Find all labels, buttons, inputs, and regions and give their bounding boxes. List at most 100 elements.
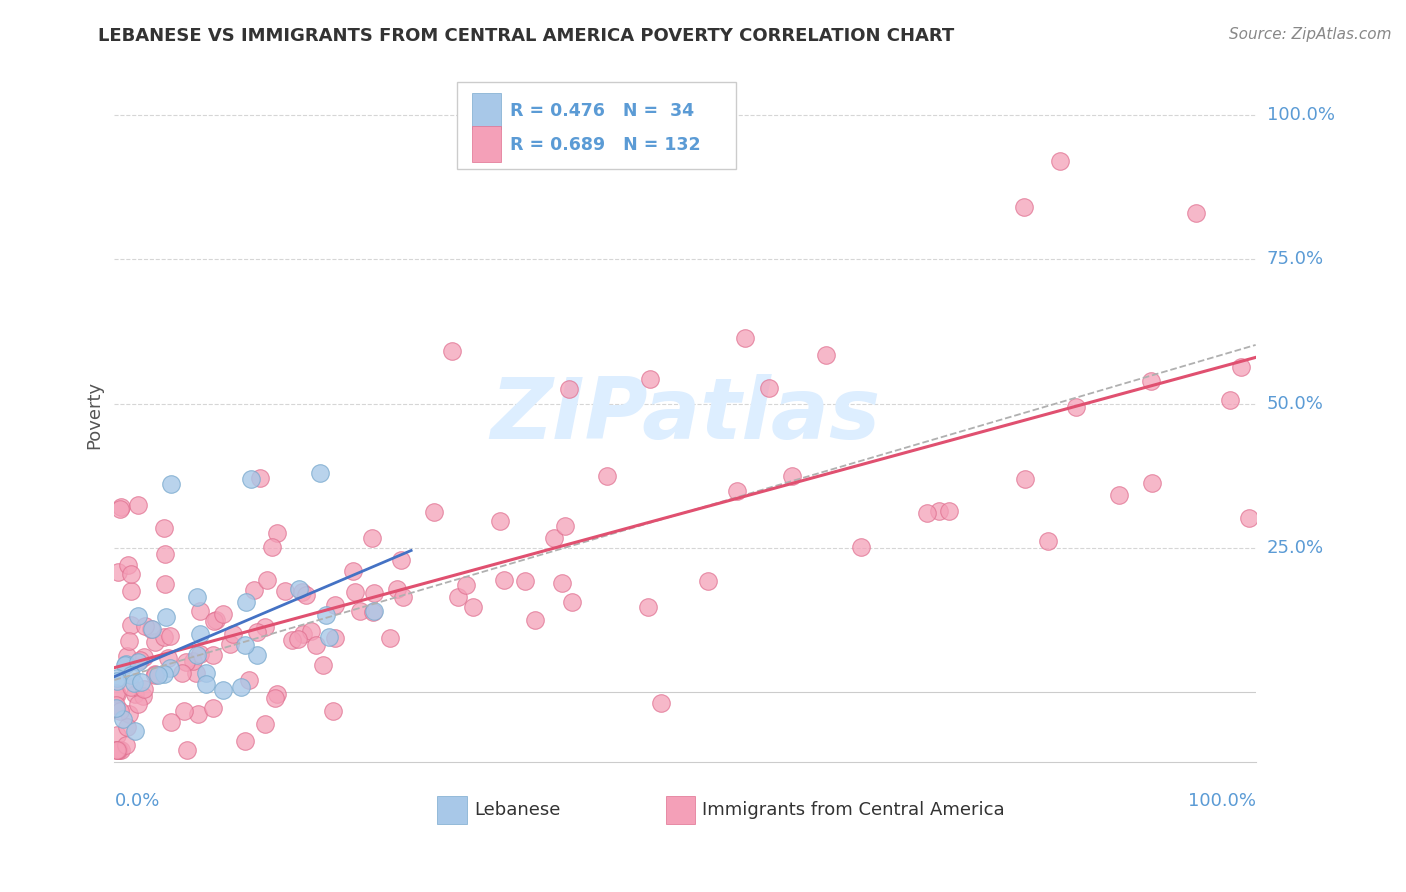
Point	[145, 668, 167, 682]
Point	[308, 466, 330, 480]
Point	[233, 638, 256, 652]
Point	[322, 705, 344, 719]
Point	[814, 348, 837, 362]
Point	[1014, 472, 1036, 486]
Point	[187, 706, 209, 721]
Point	[1140, 374, 1163, 388]
Point	[782, 468, 804, 483]
Point	[132, 681, 155, 696]
Point	[235, 595, 257, 609]
Point	[132, 649, 155, 664]
Point	[917, 506, 939, 520]
Point	[638, 372, 661, 386]
Point	[938, 503, 960, 517]
Point	[380, 632, 402, 646]
Point	[1108, 488, 1130, 502]
Text: 25.0%: 25.0%	[1267, 539, 1324, 557]
Point	[456, 578, 478, 592]
Point	[758, 381, 780, 395]
Point	[515, 574, 537, 589]
Point	[127, 609, 149, 624]
Text: 0.0%: 0.0%	[114, 792, 160, 810]
Point	[105, 687, 128, 701]
Point	[650, 697, 672, 711]
Point	[186, 648, 208, 662]
Point	[1012, 200, 1035, 214]
Point	[1038, 533, 1060, 548]
Text: LEBANESE VS IMMIGRANTS FROM CENTRAL AMERICA POVERTY CORRELATION CHART: LEBANESE VS IMMIGRANTS FROM CENTRAL AMER…	[98, 27, 955, 45]
Point	[561, 595, 583, 609]
Point	[127, 698, 149, 712]
Point	[105, 673, 128, 688]
Point	[281, 633, 304, 648]
Point	[363, 586, 385, 600]
Text: 100.0%: 100.0%	[1188, 792, 1256, 810]
Point	[104, 686, 127, 700]
Point	[124, 724, 146, 739]
Point	[440, 343, 463, 358]
Text: Lebanese: Lebanese	[474, 801, 560, 819]
Point	[153, 521, 176, 535]
Point	[105, 743, 128, 757]
Point	[155, 577, 177, 591]
FancyBboxPatch shape	[457, 82, 737, 169]
Point	[260, 540, 283, 554]
Point	[117, 558, 139, 573]
Point	[323, 631, 346, 645]
Point	[129, 674, 152, 689]
Point	[928, 504, 950, 518]
Point	[201, 701, 224, 715]
Point	[120, 667, 142, 681]
Point	[637, 600, 659, 615]
Point	[727, 483, 749, 498]
Point	[1229, 359, 1251, 374]
Point	[242, 582, 264, 597]
Point	[117, 648, 139, 663]
Point	[291, 585, 314, 599]
Point	[159, 661, 181, 675]
Point	[141, 622, 163, 636]
Point	[105, 671, 128, 685]
Point	[132, 689, 155, 703]
Point	[557, 383, 579, 397]
Point	[118, 706, 141, 721]
Point	[104, 743, 127, 757]
Point	[156, 651, 179, 665]
Point	[1142, 476, 1164, 491]
Point	[1237, 510, 1260, 524]
Text: R = 0.476   N =  34: R = 0.476 N = 34	[510, 103, 695, 120]
Point	[107, 565, 129, 579]
Point	[461, 600, 484, 615]
Text: 100.0%: 100.0%	[1267, 106, 1334, 124]
Point	[219, 637, 242, 651]
Point	[212, 683, 235, 698]
Point	[120, 680, 142, 694]
Point	[194, 677, 217, 691]
Point	[446, 590, 468, 604]
Point	[253, 716, 276, 731]
Point	[312, 658, 335, 673]
Point	[115, 720, 138, 734]
Point	[423, 505, 446, 519]
Point	[120, 618, 142, 632]
Text: Immigrants from Central America: Immigrants from Central America	[702, 801, 1005, 819]
Point	[287, 632, 309, 647]
Point	[1185, 206, 1208, 220]
Point	[143, 635, 166, 649]
Point	[229, 680, 252, 694]
Point	[524, 613, 547, 627]
FancyBboxPatch shape	[471, 126, 502, 162]
Point	[318, 631, 340, 645]
Point	[120, 584, 142, 599]
Point	[494, 573, 516, 587]
Point	[110, 704, 132, 718]
Point	[155, 547, 177, 561]
Point	[188, 647, 211, 661]
Point	[246, 648, 269, 663]
Point	[128, 653, 150, 667]
Point	[160, 715, 183, 730]
Point	[551, 576, 574, 591]
Point	[173, 704, 195, 718]
Point	[111, 712, 134, 726]
Point	[172, 666, 194, 681]
